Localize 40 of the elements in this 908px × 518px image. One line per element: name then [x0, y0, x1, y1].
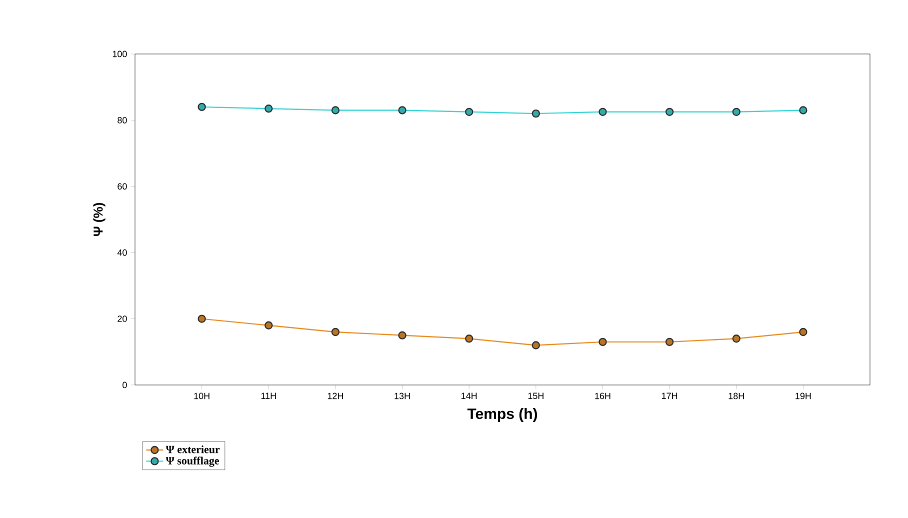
- point: [799, 106, 808, 114]
- point: [464, 108, 474, 116]
- x-axis-title: Temps (h): [467, 408, 538, 422]
- x-tick-label: 18H: [728, 392, 744, 400]
- y-axis-title: Ψ (%): [93, 202, 106, 236]
- x-tick-label: 15H: [528, 392, 544, 400]
- point: [198, 102, 206, 112]
- x-tick-label: 19H: [796, 392, 811, 400]
- point: [398, 331, 406, 340]
- point: [264, 321, 273, 330]
- point: [331, 328, 340, 336]
- x-tick-label: 13H: [394, 392, 410, 400]
- point: [198, 314, 206, 323]
- y-tick-label: 100: [112, 50, 127, 58]
- point: [598, 338, 607, 346]
- y-tick-label: 80: [118, 117, 127, 124]
- point: [732, 108, 740, 116]
- point: [799, 328, 808, 336]
- point: [532, 109, 540, 118]
- point: [532, 341, 540, 350]
- point: [331, 106, 340, 114]
- x-tick-label: 16H: [595, 392, 610, 400]
- point: [598, 108, 607, 116]
- point: [264, 104, 273, 113]
- point: [398, 106, 406, 114]
- y-tick-label: 60: [118, 183, 127, 190]
- x-tick-label: 10H: [194, 392, 210, 400]
- y-tick-label: 40: [117, 249, 127, 256]
- point: [665, 338, 674, 346]
- point: [464, 334, 474, 343]
- legend-label: Ψ soufflage: [166, 456, 220, 467]
- x-tick-label: 12H: [328, 392, 343, 400]
- y-tick-label: 20: [118, 316, 127, 322]
- x-tick-label: 14H: [462, 392, 477, 399]
- legend-label: Ψ exterieur: [166, 445, 220, 454]
- x-tick-label: 17H: [662, 392, 678, 399]
- point: [732, 334, 740, 343]
- point: [665, 108, 674, 116]
- y-tick-label: 0: [122, 382, 127, 388]
- x-tick-label: 11H: [261, 392, 276, 399]
